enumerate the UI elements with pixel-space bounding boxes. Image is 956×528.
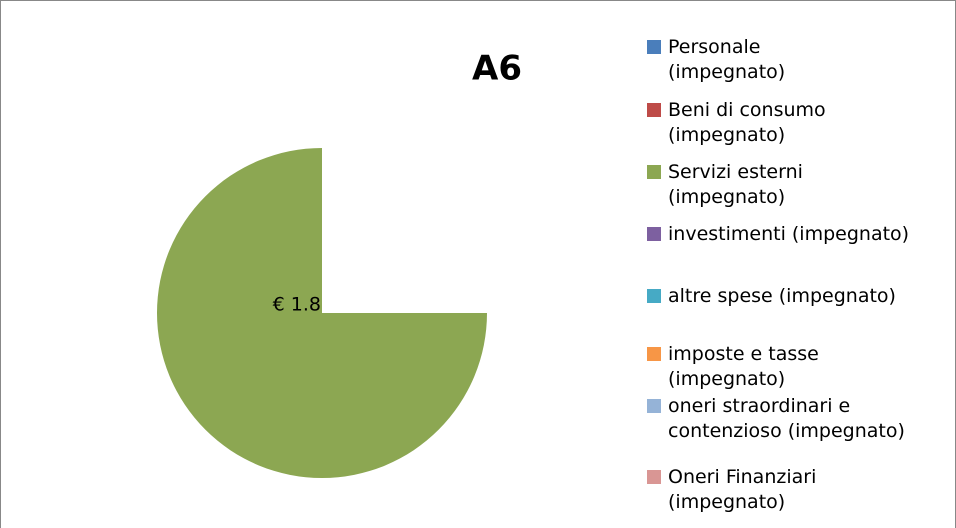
legend-label: oneri straordinari e contenzioso (impegn… (668, 395, 905, 442)
legend-label: investimenti (impegnato) (668, 223, 909, 245)
legend-label: imposte e tasse (impegnato) (668, 343, 825, 390)
legend-swatch (647, 399, 661, 413)
legend-label: Oneri Finanziari (impegnato) (668, 466, 822, 513)
legend-swatch (647, 289, 661, 303)
legend-label: Servizi esterni (impegnato) (668, 161, 809, 208)
chart-title: A6 (472, 49, 522, 89)
legend-swatch (647, 103, 661, 117)
legend-swatch (647, 227, 661, 241)
pie-slice (321, 148, 487, 313)
legend-swatch (647, 347, 661, 361)
legend-swatch (647, 470, 661, 484)
legend-swatch (647, 40, 661, 54)
legend-label: altre spese (impegnato) (668, 285, 896, 307)
legend-swatch (647, 165, 661, 179)
legend-label: Beni di consumo (impegnato) (668, 99, 832, 146)
legend-label: Personale (impegnato) (668, 36, 785, 83)
